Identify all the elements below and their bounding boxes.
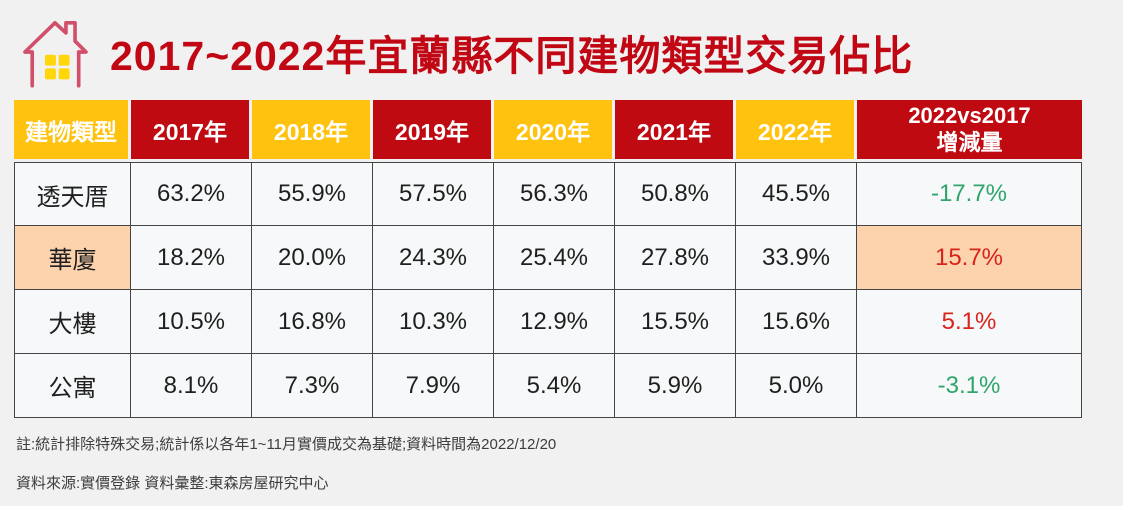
- cell-2022: 15.6%: [736, 290, 857, 354]
- cell-2019: 7.9%: [373, 354, 494, 418]
- cell-2018: 16.8%: [252, 290, 373, 354]
- cell-change: -17.7%: [857, 162, 1082, 226]
- cell-2021: 50.8%: [615, 162, 736, 226]
- col-header-2019: 2019年: [373, 100, 494, 162]
- cell-2022: 45.5%: [736, 162, 857, 226]
- house-icon: [23, 21, 88, 88]
- change-header-line1: 2022vs2017: [908, 103, 1031, 129]
- col-header-change: 2022vs2017 增減量: [857, 100, 1082, 162]
- cell-2019: 24.3%: [373, 226, 494, 290]
- cell-change: 15.7%: [857, 226, 1082, 290]
- cell-2021: 15.5%: [615, 290, 736, 354]
- cell-2021: 5.9%: [615, 354, 736, 418]
- cell-2022: 5.0%: [736, 354, 857, 418]
- change-header-line2: 增減量: [936, 129, 1003, 155]
- cell-2019: 10.3%: [373, 290, 494, 354]
- table-row-condo: 華廈 18.2% 20.0% 24.3% 25.4% 27.8% 33.9% 1…: [14, 226, 1082, 290]
- table-row-detached-house: 透天厝 63.2% 55.9% 57.5% 56.3% 50.8% 45.5% …: [14, 162, 1082, 226]
- col-header-2017: 2017年: [131, 100, 252, 162]
- cell-change: 5.1%: [857, 290, 1082, 354]
- cell-2017: 63.2%: [131, 162, 252, 226]
- cell-2021: 27.8%: [615, 226, 736, 290]
- cell-2017: 10.5%: [131, 290, 252, 354]
- cell-2020: 25.4%: [494, 226, 615, 290]
- cell-2018: 20.0%: [252, 226, 373, 290]
- statistics-note: 註:統計排除特殊交易;統計係以各年1~11月實價成交為基礎;資料時間為2022/…: [16, 436, 557, 453]
- page: 2017~2022年宜蘭縣不同建物類型交易佔比 建物類型 2017年 2018年…: [14, 6, 1123, 493]
- page-title: 2017~2022年宜蘭縣不同建物類型交易佔比: [110, 33, 914, 79]
- cell-2017: 8.1%: [131, 354, 252, 418]
- cell-2018: 55.9%: [252, 162, 373, 226]
- row-label: 公寓: [14, 354, 131, 418]
- row-label: 大樓: [14, 290, 131, 354]
- cell-2019: 57.5%: [373, 162, 494, 226]
- table-row-apartment: 公寓 8.1% 7.3% 7.9% 5.4% 5.9% 5.0% -3.1%: [14, 354, 1082, 418]
- cell-change: -3.1%: [857, 354, 1082, 418]
- row-label: 透天厝: [14, 162, 131, 226]
- cell-2018: 7.3%: [252, 354, 373, 418]
- row-label: 華廈: [14, 226, 131, 290]
- col-header-2020: 2020年: [494, 100, 615, 162]
- footnotes: 註:統計排除特殊交易;統計係以各年1~11月實價成交為基礎;資料時間為2022/…: [14, 433, 1123, 493]
- col-header-building-type: 建物類型: [14, 100, 131, 162]
- source-note: 資料來源:實價登錄 資料彙整:東森房屋研究中心: [16, 475, 329, 492]
- cell-2020: 5.4%: [494, 354, 615, 418]
- title-bar: 2017~2022年宜蘭縣不同建物類型交易佔比: [14, 6, 1123, 98]
- col-header-2022: 2022年: [736, 100, 857, 162]
- cell-2020: 12.9%: [494, 290, 615, 354]
- col-header-2018: 2018年: [252, 100, 373, 162]
- cell-2020: 56.3%: [494, 162, 615, 226]
- table-header-row: 建物類型 2017年 2018年 2019年 2020年 2021年 2022年…: [14, 100, 1082, 162]
- building-type-share-table: 建物類型 2017年 2018年 2019年 2020年 2021年 2022年…: [14, 100, 1082, 418]
- cell-2017: 18.2%: [131, 226, 252, 290]
- cell-2022: 33.9%: [736, 226, 857, 290]
- table-row-building: 大樓 10.5% 16.8% 10.3% 12.9% 15.5% 15.6% 5…: [14, 290, 1082, 354]
- col-header-2021: 2021年: [615, 100, 736, 162]
